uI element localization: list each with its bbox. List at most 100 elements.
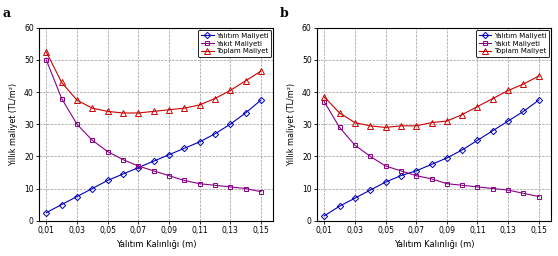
Yakıt Maliyeti xyxy=(489,187,496,190)
Toplam Maliyet xyxy=(150,110,157,113)
Yalıtım Maliyeti xyxy=(135,166,142,169)
Yalıtım Maliyeti xyxy=(43,211,50,214)
Y-axis label: Yıllık maliyet (TL/m²): Yıllık maliyet (TL/m²) xyxy=(287,83,296,166)
Line: Toplam Maliyet: Toplam Maliyet xyxy=(44,49,263,116)
Yalıtım Maliyeti xyxy=(367,189,373,192)
Line: Toplam Maliyet: Toplam Maliyet xyxy=(321,73,542,130)
Yakıt Maliyeti xyxy=(352,144,358,147)
Yalıtım Maliyeti xyxy=(58,203,65,206)
Yakıt Maliyeti xyxy=(43,58,50,61)
Yakıt Maliyeti xyxy=(104,150,111,153)
Yalıtım Maliyeti xyxy=(150,160,157,163)
Yakıt Maliyeti xyxy=(444,182,450,185)
Yalıtım Maliyeti xyxy=(211,132,218,135)
Yalıtım Maliyeti xyxy=(397,174,404,177)
Yalıtım Maliyeti xyxy=(166,153,172,156)
Yakıt Maliyeti xyxy=(382,164,389,167)
Yalıtım Maliyeti xyxy=(459,148,465,152)
Yakıt Maliyeti xyxy=(89,139,95,142)
Toplam Maliyet xyxy=(119,111,126,114)
Yalıtım Maliyeti xyxy=(227,123,234,126)
Yalıtım Maliyeti xyxy=(444,156,450,159)
Legend: Yalıtım Maliyeti, Yakıt Maliyeti, Toplam Maliyet: Yalıtım Maliyeti, Yakıt Maliyeti, Toplam… xyxy=(476,30,549,57)
Yalıtım Maliyeti xyxy=(474,139,481,142)
Line: Yalıtım Maliyeti: Yalıtım Maliyeti xyxy=(44,98,263,215)
Text: a: a xyxy=(2,7,11,20)
Toplam Maliyet xyxy=(181,107,187,110)
Yakıt Maliyeti xyxy=(428,177,435,180)
Yakıt Maliyeti xyxy=(336,126,343,129)
Toplam Maliyet xyxy=(166,108,172,111)
Toplam Maliyet xyxy=(474,105,481,108)
Yakıt Maliyeti xyxy=(258,190,264,193)
Toplam Maliyet xyxy=(135,111,142,114)
Yalıtım Maliyeti xyxy=(104,179,111,182)
Yalıtım Maliyeti xyxy=(536,99,542,102)
Toplam Maliyet xyxy=(242,79,249,82)
Toplam Maliyet xyxy=(321,95,328,99)
Text: b: b xyxy=(280,7,288,20)
Yakıt Maliyeti xyxy=(196,182,203,185)
Yalıtım Maliyeti xyxy=(258,99,264,102)
Toplam Maliyet xyxy=(489,97,496,100)
Yakıt Maliyeti xyxy=(242,187,249,190)
Yakıt Maliyeti xyxy=(474,185,481,188)
Yalıtım Maliyeti xyxy=(489,129,496,132)
Yakıt Maliyeti xyxy=(459,184,465,187)
Legend: Yalıtım Maliyeti, Yakıt Maliyeti, Toplam Maliyet: Yalıtım Maliyeti, Yakıt Maliyeti, Toplam… xyxy=(198,30,271,57)
X-axis label: Yalıtım Kalınlığı (m): Yalıtım Kalınlığı (m) xyxy=(393,240,474,249)
Yakıt Maliyeti xyxy=(505,189,512,192)
Yalıtım Maliyeti xyxy=(352,197,358,200)
Y-axis label: Yıllık maliyet (TL/m²): Yıllık maliyet (TL/m²) xyxy=(9,83,18,166)
Toplam Maliyet xyxy=(397,124,404,127)
Yakıt Maliyeti xyxy=(536,195,542,198)
Toplam Maliyet xyxy=(211,97,218,100)
Toplam Maliyet xyxy=(444,120,450,123)
Yalıtım Maliyeti xyxy=(413,169,420,172)
Toplam Maliyet xyxy=(382,126,389,129)
Toplam Maliyet xyxy=(43,50,50,54)
Yakıt Maliyeti xyxy=(166,174,172,177)
Yalıtım Maliyeti xyxy=(89,187,95,190)
Line: Yalıtım Maliyeti: Yalıtım Maliyeti xyxy=(322,98,541,218)
Toplam Maliyet xyxy=(459,113,465,116)
Toplam Maliyet xyxy=(413,124,420,127)
Yakıt Maliyeti xyxy=(58,97,65,100)
Yakıt Maliyeti xyxy=(397,169,404,172)
Yakıt Maliyeti xyxy=(227,185,234,188)
Yakıt Maliyeti xyxy=(520,192,527,195)
Yalıtım Maliyeti xyxy=(321,214,328,217)
Yalıtım Maliyeti xyxy=(428,163,435,166)
Yalıtım Maliyeti xyxy=(505,120,512,123)
Yalıtım Maliyeti xyxy=(520,110,527,113)
Yalıtım Maliyeti xyxy=(196,140,203,143)
Toplam Maliyet xyxy=(536,74,542,78)
Yalıtım Maliyeti xyxy=(382,180,389,184)
Toplam Maliyet xyxy=(367,124,373,127)
Toplam Maliyet xyxy=(74,99,80,102)
Toplam Maliyet xyxy=(89,107,95,110)
Yalıtım Maliyeti xyxy=(74,195,80,198)
Toplam Maliyet xyxy=(428,121,435,124)
Toplam Maliyet xyxy=(58,81,65,84)
Yakıt Maliyeti xyxy=(321,100,328,103)
Toplam Maliyet xyxy=(505,89,512,92)
Toplam Maliyet xyxy=(196,103,203,106)
Yakıt Maliyeti xyxy=(211,184,218,187)
Yakıt Maliyeti xyxy=(413,174,420,177)
Yalıtım Maliyeti xyxy=(336,205,343,208)
Line: Yakıt Maliyeti: Yakıt Maliyeti xyxy=(322,100,541,199)
Line: Yakıt Maliyeti: Yakıt Maliyeti xyxy=(44,58,263,194)
Yakıt Maliyeti xyxy=(367,155,373,158)
Yakıt Maliyeti xyxy=(181,179,187,182)
Yakıt Maliyeti xyxy=(74,123,80,126)
Toplam Maliyet xyxy=(352,121,358,124)
Yakıt Maliyeti xyxy=(150,169,157,172)
Toplam Maliyet xyxy=(258,70,264,73)
Yakıt Maliyeti xyxy=(119,158,126,161)
Toplam Maliyet xyxy=(520,82,527,86)
X-axis label: Yalıtım Kalınlığı (m): Yalıtım Kalınlığı (m) xyxy=(116,240,196,249)
Toplam Maliyet xyxy=(336,111,343,114)
Yalıtım Maliyeti xyxy=(119,173,126,176)
Yalıtım Maliyeti xyxy=(242,111,249,114)
